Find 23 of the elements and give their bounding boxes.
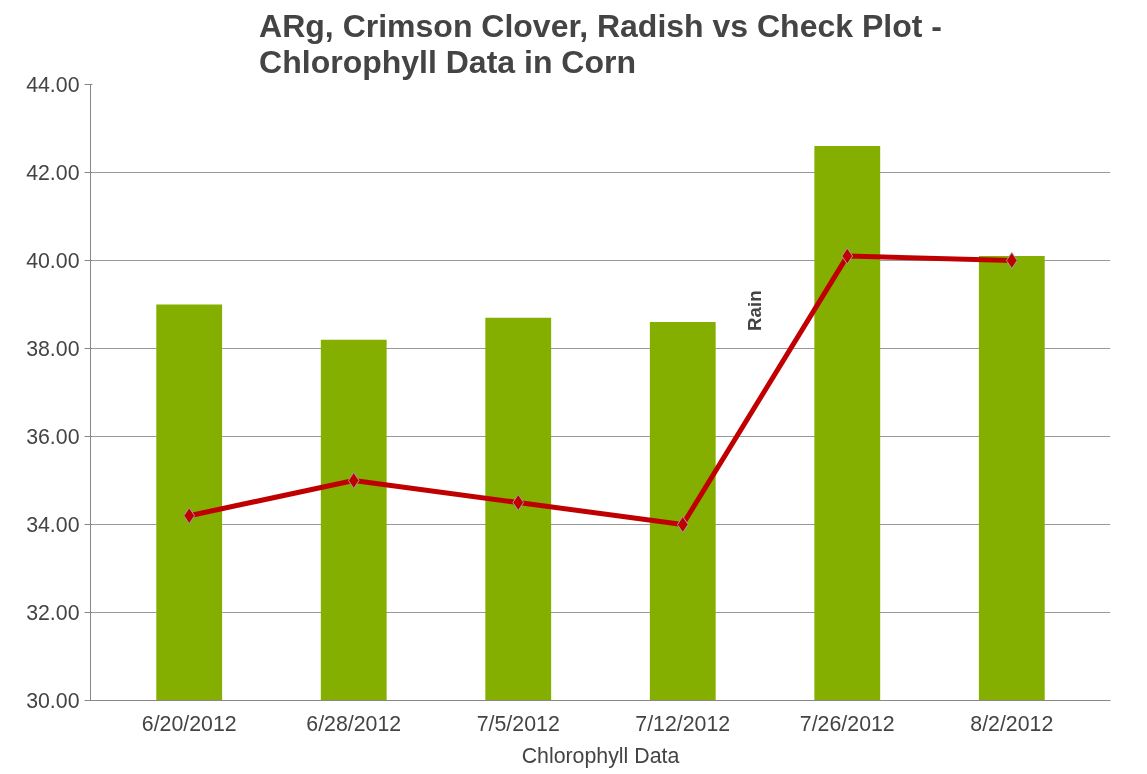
point bbox=[512, 494, 525, 511]
annotation: Rain bbox=[744, 290, 766, 331]
x-axis-title: Chlorophyll Data bbox=[521, 743, 680, 768]
point bbox=[183, 507, 196, 525]
y-tick-label: 32.00 bbox=[26, 601, 80, 625]
point bbox=[676, 516, 689, 533]
y-tick-label: 40.00 bbox=[26, 249, 80, 273]
point bbox=[841, 247, 854, 265]
x-tick-label: 6/20/2012 bbox=[141, 711, 237, 736]
x-tick-label: 8/2/2012 bbox=[970, 711, 1054, 736]
y-tick-label: 34.00 bbox=[26, 513, 80, 537]
y-tick-label: 38.00 bbox=[26, 337, 80, 361]
y-tick-label: 30.00 bbox=[26, 689, 80, 713]
x-tick-label: 7/26/2012 bbox=[799, 711, 895, 736]
x-tick-label: 7/12/2012 bbox=[635, 711, 731, 736]
chart-title: ARg, Crimson Clover, Radish vs Check Plot - Chlorophyll Data in Corn bbox=[259, 7, 942, 80]
point bbox=[1005, 252, 1018, 269]
y-tick-label: 42.00 bbox=[26, 161, 80, 185]
point bbox=[347, 472, 360, 489]
y-tick-label: 36.00 bbox=[26, 425, 80, 449]
y-tick-label: 44.00 bbox=[26, 73, 80, 97]
x-tick-label: 7/5/2012 bbox=[476, 711, 560, 736]
x-tick-label: 6/28/2012 bbox=[306, 711, 402, 736]
